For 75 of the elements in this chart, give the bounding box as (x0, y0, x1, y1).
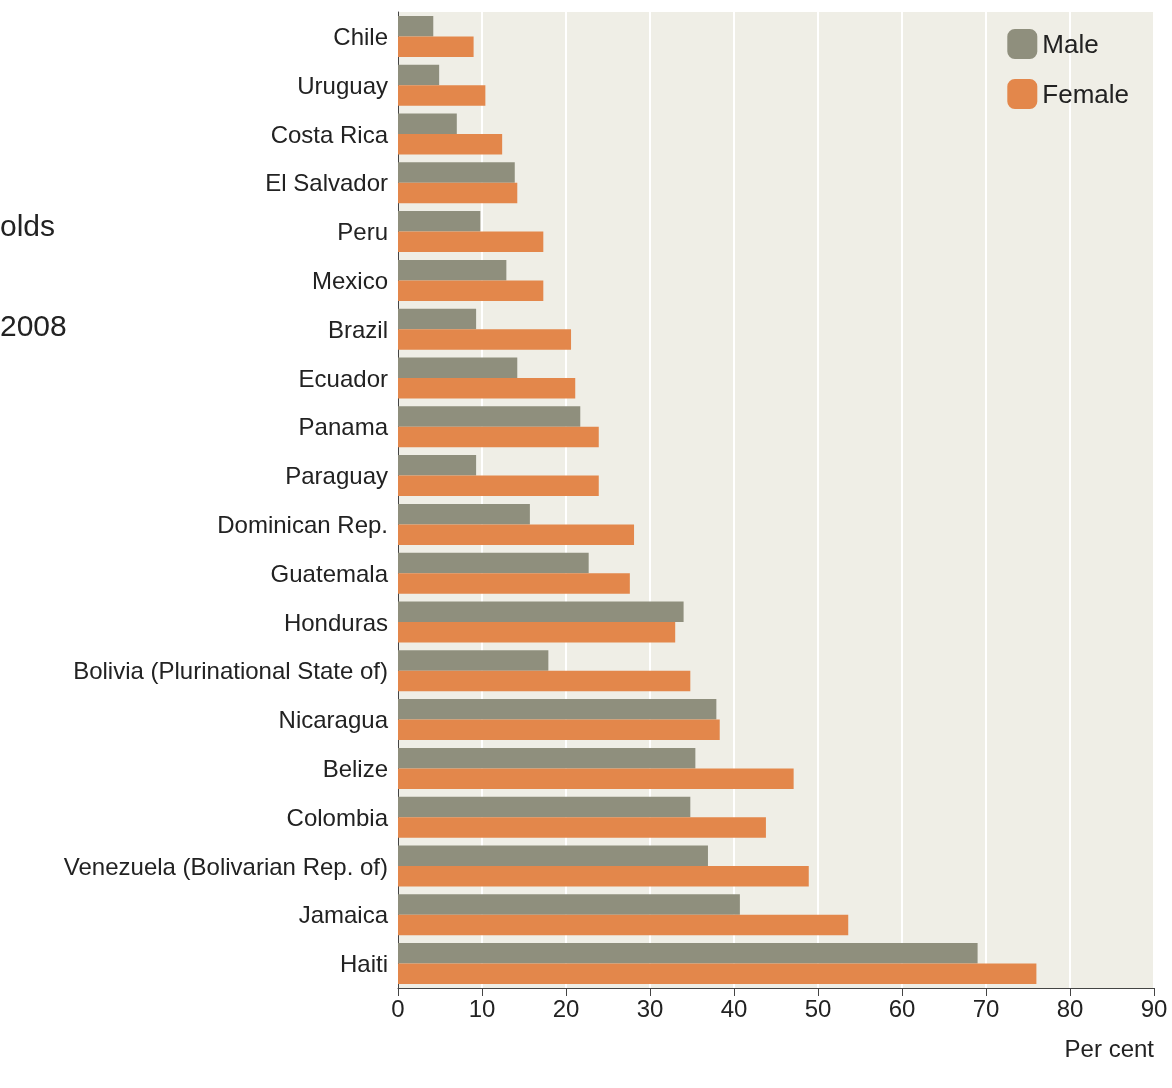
bar (398, 134, 503, 155)
y-tick-label: Guatemala (270, 559, 389, 587)
x-tick-label: 60 (888, 994, 916, 1022)
y-tick-label: Uruguay (297, 71, 388, 99)
bar (398, 357, 518, 378)
x-tick-label: 80 (1056, 994, 1084, 1022)
bar (398, 182, 518, 204)
bar (398, 426, 599, 448)
bar (398, 894, 740, 915)
y-tick-label: Peru (337, 218, 388, 246)
y-tick-label: Colombia (286, 803, 389, 831)
bar (398, 211, 481, 232)
bar (398, 259, 507, 281)
bar (398, 650, 549, 671)
bar (398, 963, 1037, 985)
bar (398, 622, 676, 643)
y-tick-label: Bolivia (Plurinational State of) (73, 657, 388, 685)
y-tick-label: Costa Rica (270, 120, 389, 148)
x-tick-label: 70 (972, 994, 1000, 1022)
bar (398, 329, 572, 350)
y-tick-label: Brazil (327, 315, 388, 343)
bar (398, 475, 599, 497)
bar (398, 699, 717, 720)
bar (398, 113, 457, 134)
y-tick-label: El Salvador (265, 169, 388, 197)
bar (398, 64, 440, 86)
x-axis-title: Per cent (1064, 1034, 1155, 1062)
text: 2008 (0, 308, 67, 342)
bar (398, 378, 576, 399)
bar (398, 85, 486, 106)
bar (398, 455, 477, 476)
y-tick-label: Nicaragua (278, 706, 389, 734)
bar (398, 768, 794, 789)
bar (398, 670, 691, 692)
x-tick-label: 30 (636, 994, 664, 1022)
bar (398, 280, 544, 301)
bar (398, 796, 691, 818)
bar (398, 406, 581, 427)
y-tick-label: Venezuela (Bolivarian Rep. of) (63, 852, 388, 880)
y-tick-label: Mexico (311, 266, 388, 294)
bar (398, 503, 530, 525)
y-tick-label: Dominican Rep. (217, 510, 388, 538)
y-tick-label: Jamaica (298, 901, 389, 929)
bar (398, 719, 720, 741)
text: olds (0, 208, 56, 242)
bar (398, 231, 544, 253)
x-tick-label: 40 (720, 994, 748, 1022)
bar (398, 552, 589, 574)
bar (398, 817, 766, 838)
bar (398, 524, 635, 545)
y-tick-label: Ecuador (298, 364, 389, 392)
x-tick-label: 0 (391, 994, 405, 1022)
x-tick-label: 10 (468, 994, 496, 1022)
bar (398, 15, 434, 37)
y-tick-label: Paraguay (285, 462, 388, 490)
bar (398, 943, 978, 964)
bar (398, 36, 474, 57)
x-tick-label: 50 (804, 994, 832, 1022)
bar (398, 914, 849, 936)
bar (398, 601, 684, 622)
bar (398, 573, 630, 594)
legend-label: Female (1042, 79, 1130, 109)
bar (398, 162, 515, 183)
x-tick-label: 90 (1140, 994, 1168, 1022)
legend-label: Male (1042, 29, 1099, 59)
y-tick-label: Panama (298, 413, 389, 441)
y-tick-label: Belize (322, 754, 388, 782)
bar (398, 866, 809, 887)
y-tick-label: Chile (333, 22, 388, 50)
x-tick-label: 20 (552, 994, 580, 1022)
y-tick-label: Haiti (339, 950, 388, 978)
y-tick-label: Honduras (283, 608, 388, 636)
bar (398, 747, 696, 769)
bar (398, 308, 477, 330)
bar (398, 845, 708, 866)
